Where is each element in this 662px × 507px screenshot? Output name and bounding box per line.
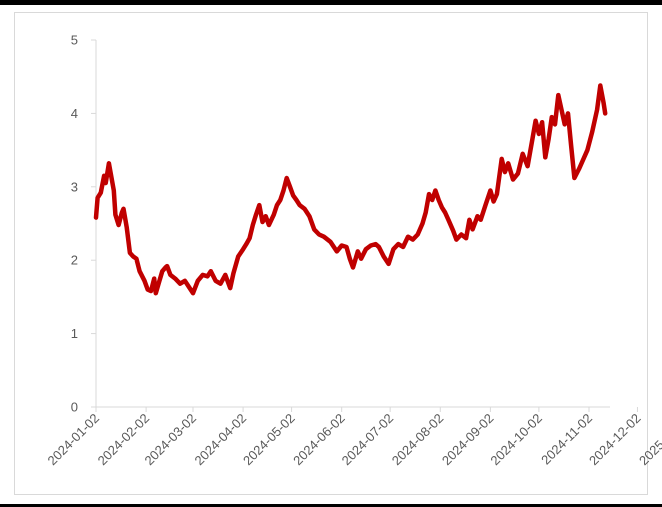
x-tick-label: 2024-07-02 bbox=[339, 411, 397, 469]
top-rule bbox=[0, 0, 662, 5]
x-tick-label: 2024-12-02 bbox=[586, 411, 644, 469]
y-axis-ticks: 0 1 2 3 4 5 bbox=[71, 33, 96, 415]
y-tick-label: 2 bbox=[71, 253, 78, 268]
x-tick-label: 2024-08-02 bbox=[389, 411, 447, 469]
bottom-rule bbox=[0, 504, 662, 507]
y-tick-label: 3 bbox=[71, 179, 78, 194]
y-tick-label: 0 bbox=[71, 400, 78, 415]
x-tick-label: 2024-09-02 bbox=[439, 411, 497, 469]
x-tick-label: 2024-04-02 bbox=[192, 411, 250, 469]
y-tick-label: 4 bbox=[71, 106, 78, 121]
series-line bbox=[93, 83, 608, 296]
x-tick-label: 2024-01-02 bbox=[44, 411, 102, 469]
x-axis-ticks: 2024-01-022024-02-022024-03-022024-04-02… bbox=[44, 407, 662, 468]
x-tick-label: 2024-05-02 bbox=[240, 411, 298, 469]
y-tick-label: 1 bbox=[71, 326, 78, 341]
x-tick-label: 2024-10-02 bbox=[487, 411, 545, 469]
y-tick-label: 5 bbox=[71, 33, 78, 48]
chart-frame bbox=[14, 12, 648, 495]
series-group bbox=[93, 83, 608, 296]
x-tick-label: 2024-06-02 bbox=[290, 411, 348, 469]
